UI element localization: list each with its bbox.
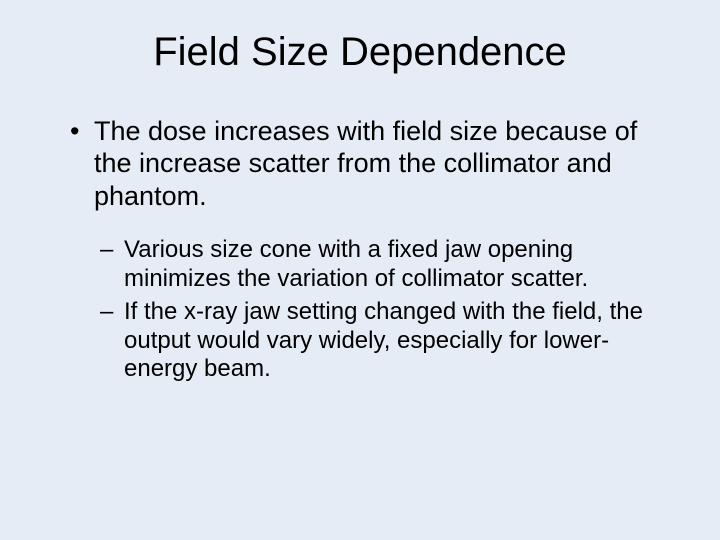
bullet-level1: The dose increases with field size becau… [70,115,680,212]
slide-title: Field Size Dependence [40,30,680,75]
slide: Field Size Dependence The dose increases… [0,0,720,540]
bullet-level2: Various size cone with a fixed jaw openi… [100,236,680,294]
bullet-list: The dose increases with field size becau… [40,115,680,384]
bullet-level2: If the x-ray jaw setting changed with th… [100,298,680,384]
